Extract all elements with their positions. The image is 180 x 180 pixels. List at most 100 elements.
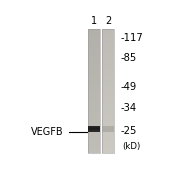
Bar bbox=[88, 65, 100, 66]
Bar bbox=[102, 39, 114, 40]
Bar bbox=[88, 109, 100, 110]
Bar bbox=[88, 66, 100, 68]
Bar bbox=[102, 143, 114, 145]
Bar bbox=[88, 147, 100, 148]
Bar bbox=[88, 29, 100, 153]
Bar bbox=[102, 90, 114, 91]
Bar bbox=[102, 84, 114, 85]
Bar bbox=[102, 105, 114, 106]
Bar bbox=[88, 47, 100, 48]
Bar bbox=[88, 83, 100, 84]
Bar bbox=[102, 101, 114, 102]
Bar bbox=[88, 90, 100, 91]
Bar bbox=[88, 127, 100, 128]
Bar bbox=[88, 137, 100, 138]
Bar bbox=[102, 73, 114, 74]
Bar bbox=[88, 84, 100, 85]
Bar bbox=[102, 50, 114, 51]
Bar bbox=[88, 96, 100, 97]
Bar bbox=[102, 125, 114, 126]
Bar bbox=[88, 104, 100, 105]
Bar bbox=[102, 137, 114, 138]
Bar bbox=[88, 121, 100, 122]
Bar bbox=[102, 123, 114, 125]
Bar bbox=[102, 44, 114, 45]
Bar bbox=[88, 146, 100, 147]
Bar bbox=[102, 112, 114, 114]
Bar bbox=[102, 54, 114, 55]
Bar bbox=[102, 71, 114, 73]
Bar bbox=[88, 115, 100, 116]
Bar bbox=[102, 117, 114, 119]
Bar bbox=[102, 89, 114, 90]
Bar bbox=[102, 111, 114, 112]
Bar bbox=[88, 93, 100, 94]
Bar bbox=[102, 152, 114, 153]
Bar bbox=[88, 70, 100, 71]
Bar bbox=[88, 69, 100, 70]
Bar bbox=[88, 152, 100, 153]
Bar bbox=[102, 138, 114, 140]
Text: -49: -49 bbox=[120, 82, 136, 92]
Bar bbox=[102, 62, 114, 63]
Bar bbox=[102, 107, 114, 109]
Bar bbox=[102, 95, 114, 96]
Bar bbox=[88, 79, 100, 80]
Bar bbox=[102, 86, 114, 87]
Bar bbox=[102, 29, 114, 153]
Bar bbox=[88, 37, 100, 38]
Bar bbox=[88, 80, 100, 81]
Bar bbox=[102, 34, 114, 35]
Bar bbox=[88, 111, 100, 112]
Bar bbox=[88, 150, 100, 151]
Bar bbox=[88, 76, 100, 78]
Bar bbox=[88, 32, 100, 33]
Bar bbox=[102, 57, 114, 58]
Bar bbox=[102, 131, 114, 132]
Bar bbox=[102, 33, 114, 34]
Bar bbox=[102, 64, 114, 65]
Bar bbox=[88, 151, 100, 152]
Bar bbox=[88, 50, 100, 51]
Bar bbox=[102, 68, 114, 69]
Bar bbox=[102, 120, 114, 121]
Bar bbox=[102, 102, 114, 104]
Bar bbox=[88, 45, 100, 47]
Bar bbox=[88, 132, 100, 133]
Bar bbox=[102, 135, 114, 136]
Bar bbox=[102, 74, 114, 75]
Bar bbox=[88, 95, 100, 96]
Bar bbox=[88, 58, 100, 59]
Bar bbox=[88, 142, 100, 143]
Bar bbox=[88, 63, 100, 64]
Bar bbox=[102, 114, 114, 115]
Bar bbox=[88, 51, 100, 53]
Bar bbox=[102, 53, 114, 54]
Bar bbox=[88, 106, 100, 107]
Bar bbox=[102, 150, 114, 151]
Bar bbox=[88, 53, 100, 54]
Bar bbox=[102, 93, 114, 94]
Text: -34: -34 bbox=[120, 103, 136, 113]
Bar bbox=[102, 151, 114, 152]
Bar bbox=[102, 75, 114, 76]
Bar bbox=[88, 135, 100, 136]
Bar bbox=[102, 78, 114, 79]
Bar bbox=[88, 40, 100, 42]
Bar bbox=[88, 49, 100, 50]
Bar bbox=[102, 106, 114, 107]
Text: -85: -85 bbox=[120, 53, 136, 62]
Bar bbox=[102, 140, 114, 141]
Bar bbox=[102, 76, 114, 78]
Bar bbox=[102, 110, 114, 111]
Bar bbox=[102, 91, 114, 93]
Bar bbox=[102, 141, 114, 142]
Bar bbox=[102, 116, 114, 117]
Bar bbox=[88, 75, 100, 76]
Bar bbox=[102, 43, 114, 44]
Bar bbox=[88, 94, 100, 95]
Bar bbox=[88, 131, 100, 132]
Bar bbox=[102, 126, 114, 132]
Bar bbox=[88, 87, 100, 89]
Bar bbox=[88, 97, 100, 99]
